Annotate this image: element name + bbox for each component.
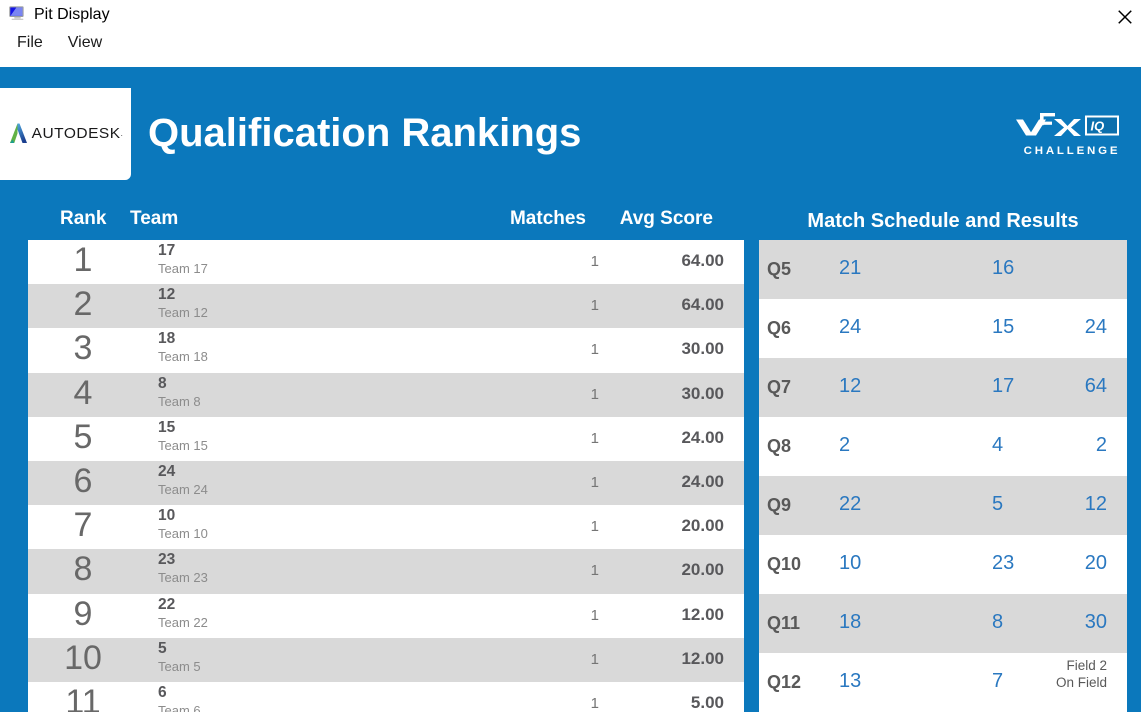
svg-text:IQ: IQ — [1091, 119, 1105, 134]
